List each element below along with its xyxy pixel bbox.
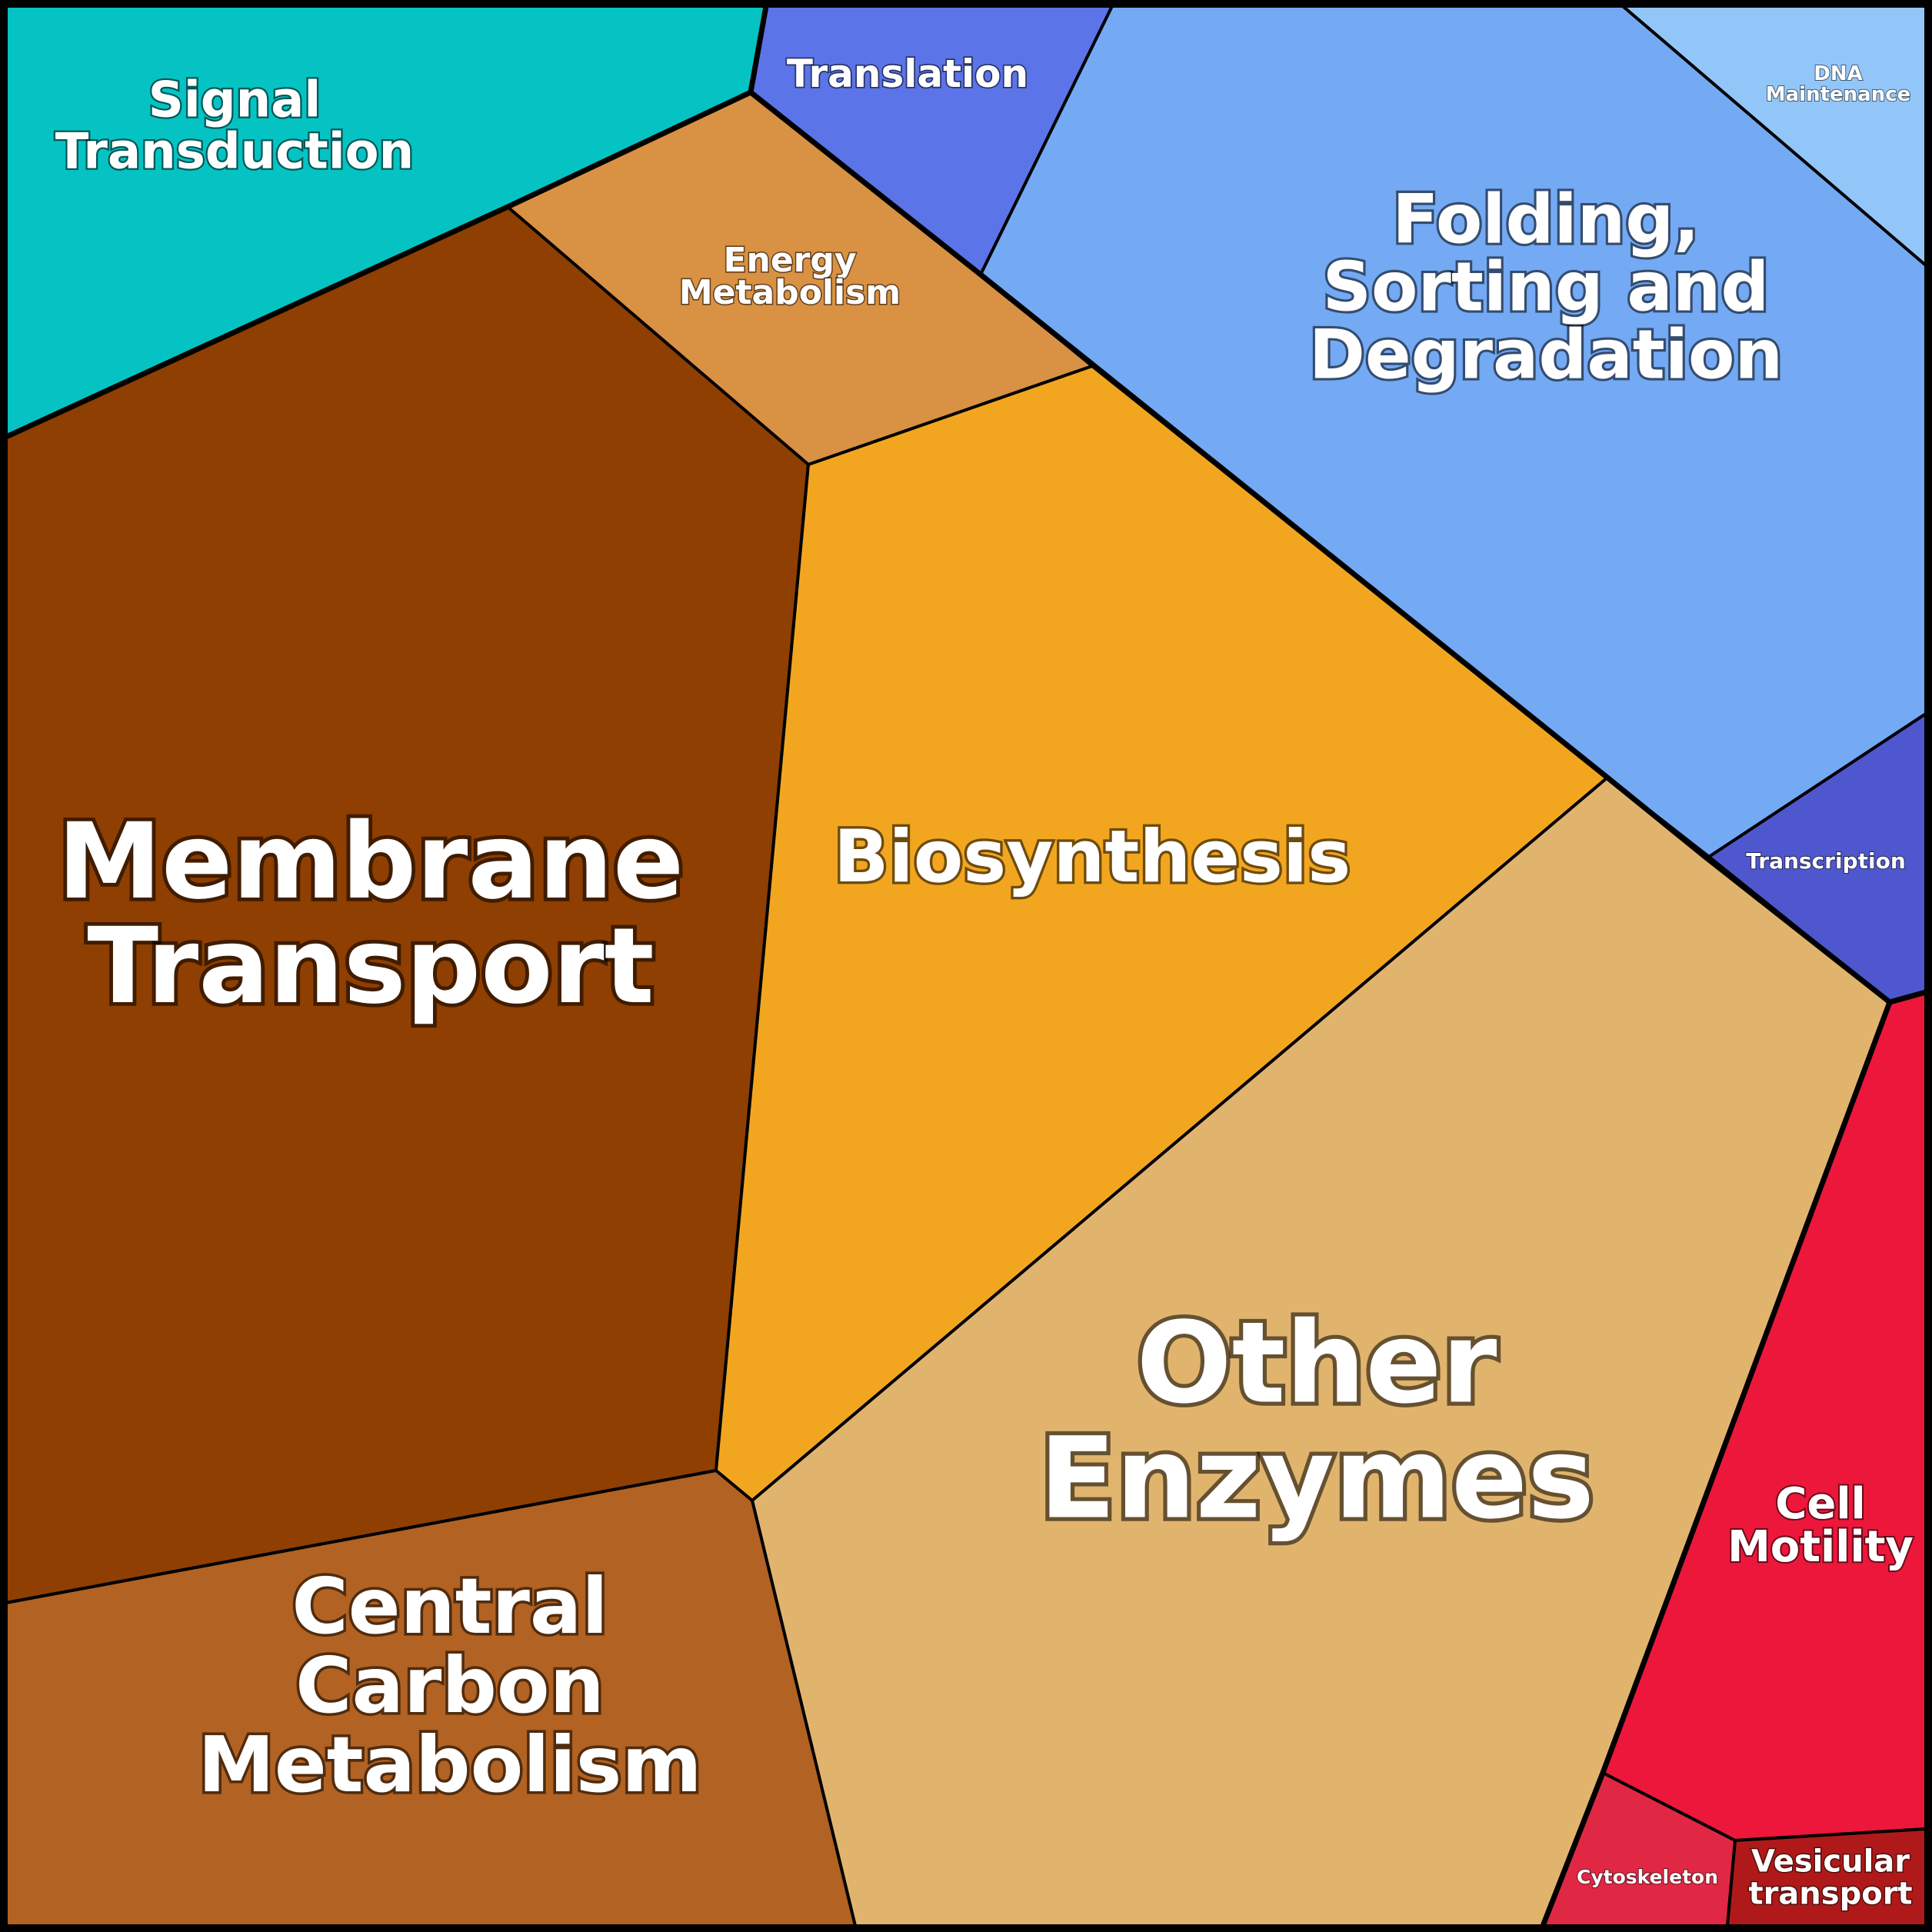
- group-borders: [5, 5, 1927, 1927]
- label-cytoskeleton: Cytoskeleton: [1577, 1866, 1718, 1888]
- label-cell-motility: Cell Motility: [1727, 1479, 1914, 1572]
- label-membrane-transport: Membrane Transport: [58, 801, 685, 1028]
- label-line: Metabolism: [679, 273, 901, 312]
- label-line: Enzymes: [1039, 1414, 1594, 1544]
- label-central-carbon-metabolism: Central Carbon Metabolism: [198, 1561, 701, 1810]
- label-line: Other: [1137, 1298, 1497, 1429]
- label-dna-maintenance: DNA Maintenance: [1766, 62, 1911, 106]
- label-line: Maintenance: [1766, 83, 1911, 106]
- label-line: Vesicular: [1751, 1844, 1910, 1879]
- label-line: Transcription: [1746, 848, 1906, 874]
- label-line: Cytoskeleton: [1577, 1866, 1718, 1888]
- label-vesicular-transport: Vesicular transport: [1748, 1844, 1912, 1911]
- label-line: Central: [291, 1561, 608, 1651]
- label-line: Degradation: [1309, 315, 1783, 395]
- label-line: Sorting and: [1323, 248, 1770, 327]
- label-energy-metabolism: Energy Metabolism: [679, 241, 901, 312]
- label-translation: Translation: [787, 52, 1028, 96]
- label-line: Membrane: [58, 801, 685, 923]
- label-line: Signal: [148, 72, 321, 129]
- label-line: Folding,: [1392, 180, 1699, 259]
- label-line: Transport: [87, 906, 654, 1028]
- label-other-enzymes: Other Enzymes: [1039, 1298, 1594, 1544]
- label-signal-transduction: Signal Transduction: [55, 72, 414, 181]
- label-transcription: Transcription: [1746, 848, 1906, 874]
- label-line: Biosynthesis: [834, 815, 1351, 899]
- label-line: Motility: [1727, 1522, 1914, 1572]
- label-line: Energy: [723, 241, 856, 280]
- label-line: Metabolism: [198, 1720, 701, 1810]
- label-line: Cell: [1775, 1479, 1865, 1529]
- label-line: Translation: [787, 52, 1028, 96]
- label-line: DNA: [1814, 62, 1862, 85]
- label-line: Transduction: [55, 124, 414, 181]
- label-folding-sorting-degradation: Folding, Sorting and Degradation: [1309, 180, 1783, 395]
- label-line: Carbon: [295, 1641, 605, 1730]
- label-biosynthesis: Biosynthesis: [834, 815, 1351, 899]
- labels-layer: Signal Transduction Translation Folding, Sor…: [54, 50, 1915, 1913]
- label-line: transport: [1748, 1876, 1912, 1911]
